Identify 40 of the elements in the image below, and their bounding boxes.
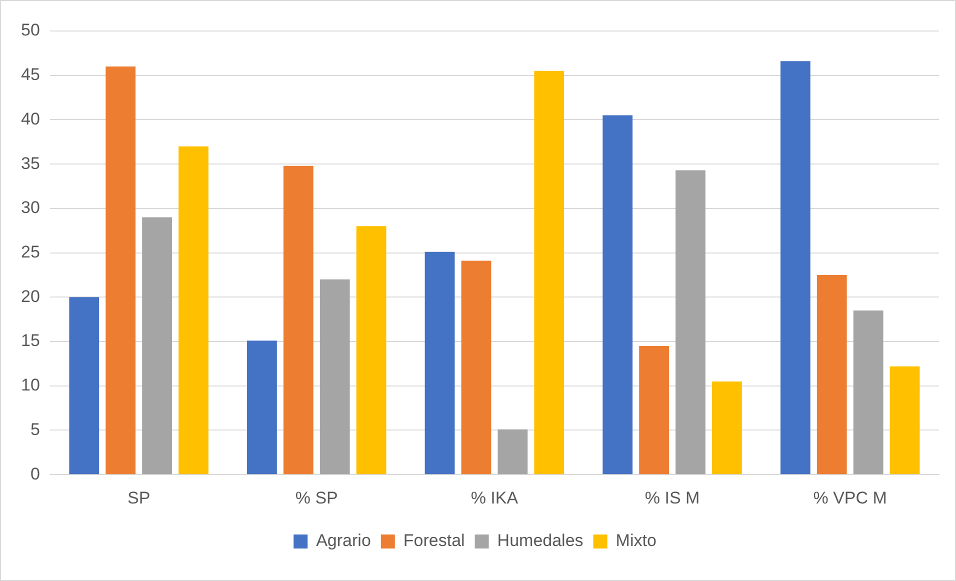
y-tick-label: 45 (20, 65, 40, 84)
bar (602, 115, 633, 474)
y-tick-label: 15 (20, 331, 40, 350)
legend-label: Agrario (316, 531, 371, 550)
y-tick-label: 40 (20, 109, 40, 128)
bar (712, 381, 742, 474)
bar (461, 260, 492, 474)
bar (639, 346, 669, 474)
y-tick-label: 5 (30, 420, 40, 439)
bar (178, 146, 208, 474)
bar (676, 170, 706, 474)
y-tick-label: 0 (30, 464, 40, 484)
bar (424, 252, 455, 474)
legend-label: Forestal (403, 531, 465, 550)
bar (320, 279, 350, 474)
bar (853, 310, 884, 474)
bar (534, 70, 564, 474)
y-tick-label: 50 (20, 20, 40, 40)
x-tick-label: SP (127, 488, 150, 508)
x-tick-label: % VPC M (813, 488, 887, 508)
y-tick-label: 20 (20, 286, 40, 306)
x-tick-label: % IKA (470, 488, 519, 508)
bar (356, 226, 386, 474)
x-tick-label: % SP (295, 488, 338, 508)
y-tick-label: 35 (20, 154, 40, 173)
bar (780, 61, 810, 474)
bar (142, 217, 172, 474)
x-tick-label: % IS M (644, 488, 700, 508)
y-tick-label: 25 (20, 242, 40, 262)
legend-label: Humedales (497, 531, 584, 550)
bar (890, 366, 920, 474)
bar (498, 429, 528, 474)
bar (106, 66, 136, 474)
bar (816, 274, 847, 474)
y-tick-label: 10 (20, 376, 40, 395)
bar (283, 166, 314, 474)
y-tick-label: 30 (20, 198, 40, 218)
legend-label: Mixto (616, 531, 656, 550)
bar (247, 340, 277, 474)
bar (69, 297, 100, 474)
